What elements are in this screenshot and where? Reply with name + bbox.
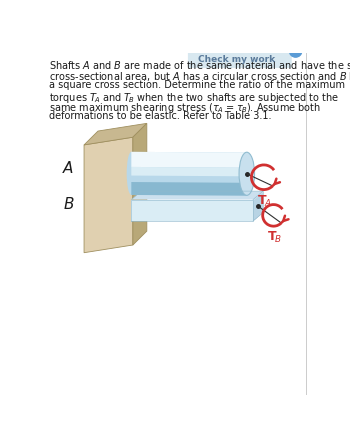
Text: Check my work: Check my work bbox=[198, 55, 275, 64]
Text: 5: 5 bbox=[293, 47, 299, 56]
Polygon shape bbox=[133, 123, 147, 245]
Ellipse shape bbox=[239, 152, 254, 195]
Polygon shape bbox=[84, 123, 147, 145]
Polygon shape bbox=[131, 191, 263, 200]
Polygon shape bbox=[131, 200, 253, 221]
Polygon shape bbox=[131, 182, 247, 196]
FancyBboxPatch shape bbox=[188, 51, 292, 68]
Text: $\mathbf{T}_{\!\mathbf{\it{A}}}$: $\mathbf{T}_{\!\mathbf{\it{A}}}$ bbox=[257, 194, 272, 209]
Polygon shape bbox=[84, 137, 133, 253]
Ellipse shape bbox=[127, 152, 136, 195]
Text: torques $\it{T}_{\!\it{A}}$ and $\it{T}_{\!\it{B}}$ when the two shafts are subj: torques $\it{T}_{\!\it{A}}$ and $\it{T}_… bbox=[49, 91, 339, 105]
Polygon shape bbox=[131, 152, 247, 196]
Text: $\mathbf{T}_{\!\mathbf{\it{B}}}$: $\mathbf{T}_{\!\mathbf{\it{B}}}$ bbox=[267, 230, 282, 245]
Circle shape bbox=[289, 45, 302, 57]
Text: deformations to be elastic. Refer to Table 3.1.: deformations to be elastic. Refer to Tab… bbox=[49, 111, 272, 121]
Polygon shape bbox=[253, 191, 263, 221]
Text: a square cross section. Determine the ratio of the maximum: a square cross section. Determine the ra… bbox=[49, 80, 345, 90]
Polygon shape bbox=[131, 167, 247, 176]
Text: Shafts $\it{A}$ and $\it{B}$ are made of the same material and have the same: Shafts $\it{A}$ and $\it{B}$ are made of… bbox=[49, 59, 350, 71]
Text: $B$: $B$ bbox=[63, 196, 74, 212]
Polygon shape bbox=[253, 191, 263, 201]
Polygon shape bbox=[131, 213, 263, 221]
Text: $A$: $A$ bbox=[62, 160, 75, 176]
Polygon shape bbox=[131, 152, 247, 168]
Text: cross-sectional area, but $\it{A}$ has a circular cross section and $\it{B}$ has: cross-sectional area, but $\it{A}$ has a… bbox=[49, 70, 350, 83]
Text: same maximum shearing stress ($\it{\tau}_{\!\it{A}}$ = $\it{\tau}_{\!\it{B}}$). : same maximum shearing stress ($\it{\tau}… bbox=[49, 101, 321, 115]
